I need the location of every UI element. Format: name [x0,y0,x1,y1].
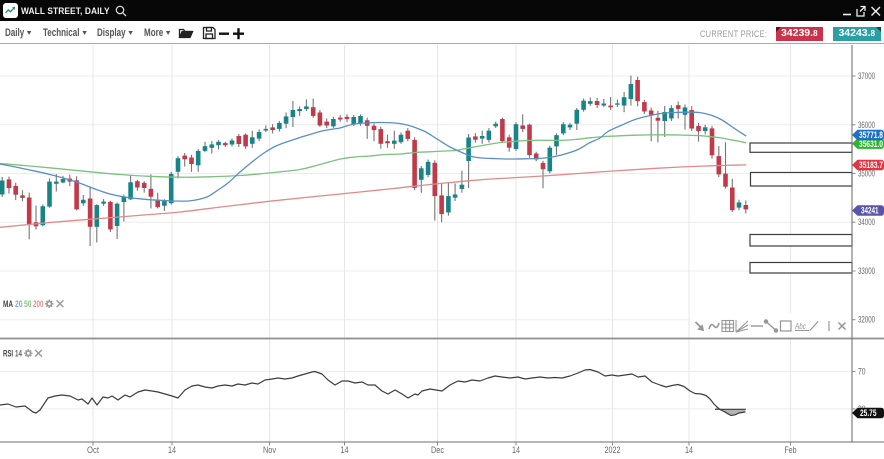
svg-text:Feb: Feb [785,445,797,456]
svg-text:14: 14 [512,445,520,456]
svg-text:14: 14 [168,445,176,456]
svg-text:14: 14 [341,445,349,456]
svg-text:200: 200 [33,299,44,309]
svg-text:33000: 33000 [858,266,875,276]
svg-text:20: 20 [15,299,23,309]
svg-text:35631.0: 35631.0 [859,139,883,149]
svg-text:14: 14 [15,349,22,359]
svg-text:Abc: Abc [794,322,806,331]
svg-text:35771.8: 35771.8 [859,130,883,140]
svg-text:35000: 35000 [858,169,875,179]
svg-text:50: 50 [24,299,32,309]
svg-text:25.75: 25.75 [860,408,877,418]
svg-text:RSI: RSI [3,349,13,359]
svg-text:Dec: Dec [431,445,444,456]
svg-text:34000: 34000 [858,217,875,227]
svg-text:34241: 34241 [861,206,879,216]
svg-text:36000: 36000 [858,120,875,130]
svg-text:2022: 2022 [605,445,621,456]
svg-text:14: 14 [685,445,693,456]
svg-text:32000: 32000 [858,315,875,325]
svg-text:37000: 37000 [858,71,875,81]
svg-text:Oct: Oct [87,445,99,456]
svg-text:35183.7: 35183.7 [859,160,883,170]
svg-text:Nov: Nov [263,445,276,456]
svg-text:MA: MA [3,299,13,309]
svg-text:70: 70 [858,366,866,376]
